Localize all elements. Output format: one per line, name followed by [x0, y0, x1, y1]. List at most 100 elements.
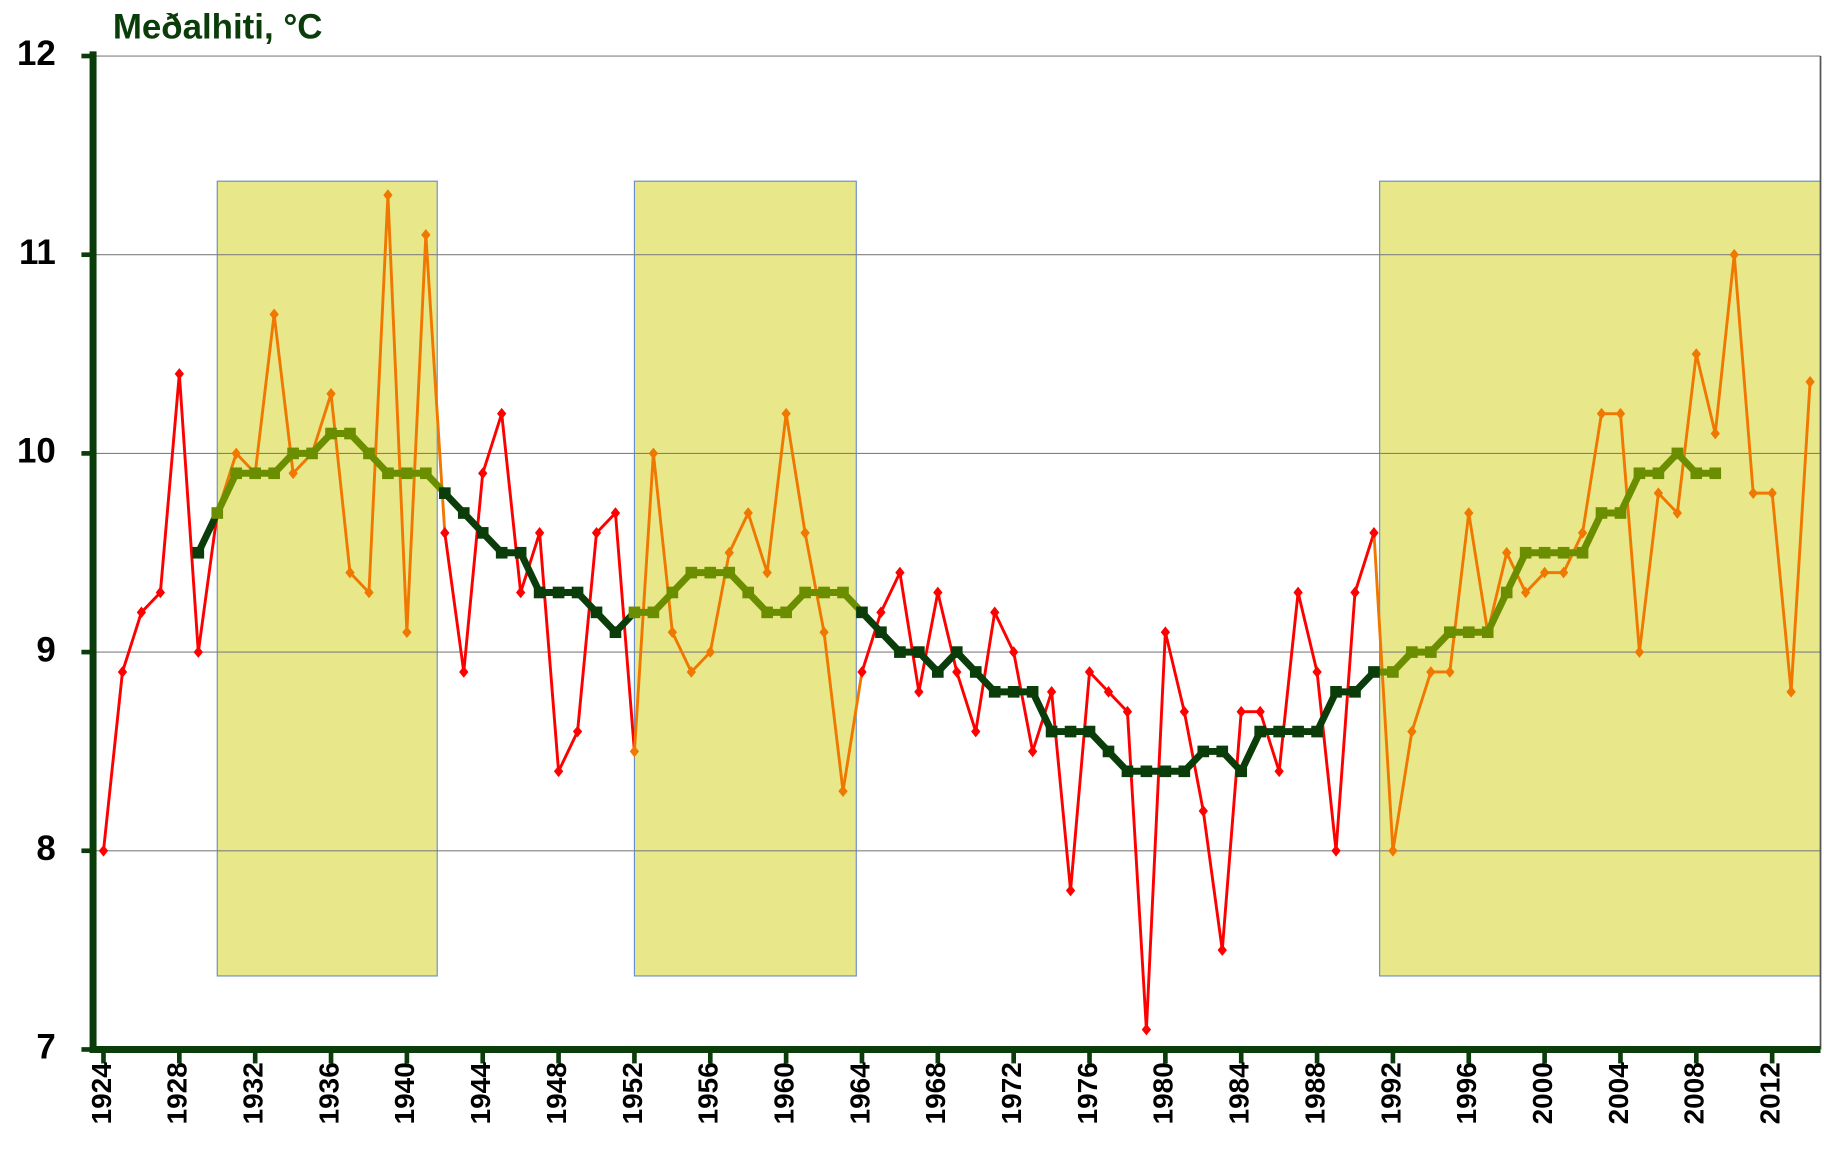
- x-tick-label: 1952: [617, 1062, 648, 1124]
- marker: [174, 368, 184, 380]
- x-tick-label: 1956: [693, 1062, 724, 1124]
- marker: [1160, 626, 1171, 639]
- marker: [230, 467, 243, 480]
- x-tick-label: 2000: [1527, 1062, 1558, 1124]
- marker: [724, 546, 734, 559]
- marker: [969, 666, 982, 678]
- marker: [1709, 467, 1722, 480]
- marker: [856, 606, 868, 619]
- marker: [1652, 467, 1665, 480]
- marker: [647, 606, 660, 619]
- marker: [990, 606, 1000, 619]
- marker: [1406, 646, 1418, 658]
- marker: [1330, 686, 1342, 698]
- marker: [667, 626, 678, 639]
- marker: [1312, 666, 1322, 678]
- marker: [1103, 686, 1114, 698]
- y-tick-label: 11: [19, 233, 56, 272]
- marker: [913, 646, 925, 658]
- marker: [1729, 248, 1739, 261]
- marker: [1690, 467, 1703, 480]
- x-tick-label: 1996: [1451, 1062, 1482, 1124]
- marker: [914, 686, 924, 698]
- marker: [1065, 884, 1076, 897]
- marker: [648, 447, 659, 460]
- series-line: [102, 372, 219, 851]
- marker: [1292, 725, 1304, 738]
- marker: [780, 606, 792, 619]
- marker: [459, 666, 469, 678]
- x-tick-label: 1964: [844, 1062, 875, 1125]
- marker: [950, 646, 963, 658]
- marker: [478, 467, 488, 480]
- marker: [799, 586, 811, 599]
- marker: [401, 467, 413, 480]
- marker: [1596, 407, 1607, 420]
- marker: [704, 566, 717, 579]
- marker: [1502, 546, 1512, 559]
- marker: [1009, 646, 1019, 658]
- x-tick-label: 1972: [996, 1062, 1027, 1124]
- marker: [1121, 765, 1134, 778]
- marker: [440, 527, 450, 539]
- marker: [1007, 686, 1020, 698]
- marker: [988, 686, 1001, 698]
- marker: [383, 189, 393, 201]
- marker: [98, 844, 109, 857]
- marker: [590, 606, 603, 619]
- marker: [571, 586, 584, 599]
- marker: [1767, 487, 1777, 499]
- marker: [1671, 447, 1684, 460]
- marker: [476, 527, 489, 539]
- x-tick-label: 1948: [541, 1062, 572, 1124]
- marker: [609, 626, 622, 639]
- marker: [818, 586, 830, 599]
- marker: [1538, 546, 1551, 559]
- y-tick-label: 9: [36, 630, 55, 669]
- marker: [1805, 376, 1815, 388]
- marker: [552, 586, 565, 599]
- marker: [1557, 546, 1570, 559]
- marker: [1027, 745, 1038, 758]
- marker: [1311, 725, 1323, 738]
- marker: [705, 646, 715, 658]
- marker: [1614, 507, 1627, 519]
- marker: [952, 666, 962, 678]
- chart-title: Meðalhiti, °C: [113, 7, 323, 46]
- marker: [136, 606, 147, 619]
- marker: [762, 566, 772, 579]
- marker: [516, 586, 526, 599]
- marker: [685, 566, 698, 579]
- marker: [514, 546, 527, 559]
- marker: [382, 467, 394, 480]
- marker: [1786, 686, 1796, 698]
- x-tick-label: 1932: [238, 1062, 269, 1124]
- marker: [1235, 765, 1248, 778]
- marker: [1159, 765, 1172, 778]
- marker: [1748, 487, 1758, 499]
- marker: [211, 507, 224, 519]
- marker: [933, 586, 943, 599]
- marker: [628, 606, 641, 619]
- marker: [420, 467, 432, 480]
- marker: [1634, 646, 1645, 658]
- marker: [363, 447, 375, 460]
- marker: [1197, 745, 1210, 758]
- marker: [249, 467, 262, 480]
- highlight-period: [1379, 180, 1822, 977]
- y-tick-label: 10: [17, 432, 56, 471]
- marker: [345, 566, 355, 579]
- marker: [1216, 745, 1229, 758]
- marker: [781, 407, 791, 420]
- marker: [1141, 1023, 1152, 1036]
- marker: [1217, 944, 1227, 956]
- marker: [1653, 487, 1664, 499]
- marker: [1615, 407, 1626, 420]
- marker: [1481, 626, 1494, 639]
- marker: [1026, 686, 1039, 698]
- marker: [497, 407, 507, 420]
- marker: [1519, 546, 1532, 559]
- y-tick-label: 7: [36, 1028, 55, 1067]
- marker: [723, 566, 736, 579]
